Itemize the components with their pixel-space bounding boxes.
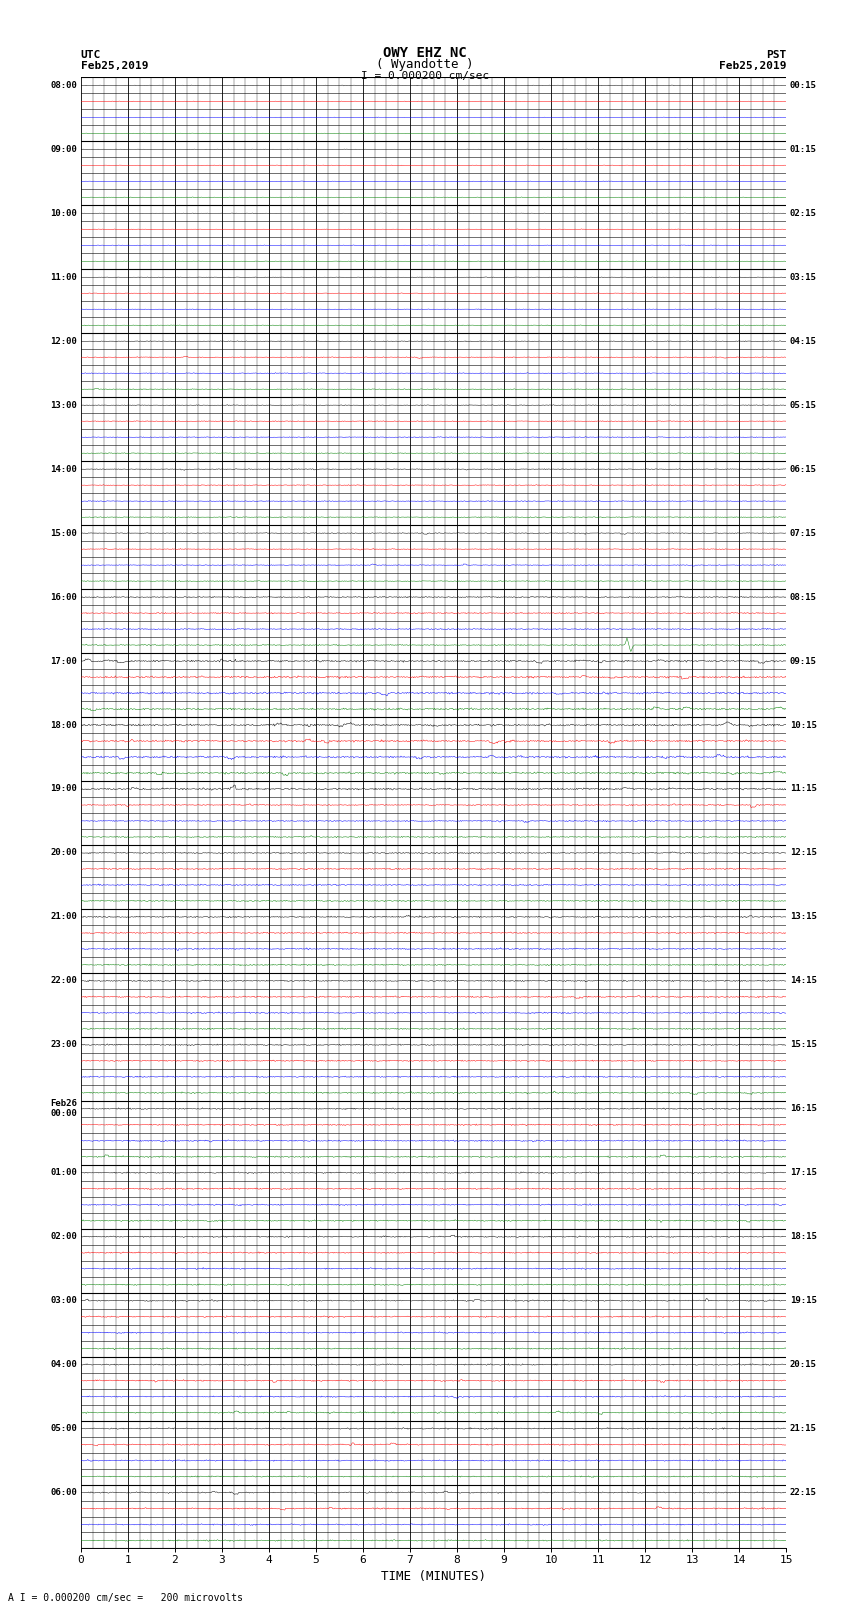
Text: 12:00: 12:00	[50, 337, 77, 345]
Text: 18:15: 18:15	[790, 1232, 817, 1240]
Text: A I = 0.000200 cm/sec =   200 microvolts: A I = 0.000200 cm/sec = 200 microvolts	[8, 1594, 243, 1603]
Text: 15:00: 15:00	[50, 529, 77, 537]
Text: 09:15: 09:15	[790, 656, 817, 666]
Text: 20:15: 20:15	[790, 1360, 817, 1369]
Text: 14:15: 14:15	[790, 976, 817, 986]
Text: 16:00: 16:00	[50, 592, 77, 602]
Text: 01:00: 01:00	[50, 1168, 77, 1177]
Text: OWY EHZ NC: OWY EHZ NC	[383, 45, 467, 60]
Text: 00:15: 00:15	[790, 81, 817, 90]
Text: 01:15: 01:15	[790, 145, 817, 153]
Text: 14:00: 14:00	[50, 465, 77, 474]
Text: I = 0.000200 cm/sec: I = 0.000200 cm/sec	[361, 71, 489, 82]
Text: 05:15: 05:15	[790, 400, 817, 410]
Text: 07:15: 07:15	[790, 529, 817, 537]
Text: Feb25,2019: Feb25,2019	[719, 61, 786, 71]
Text: 09:00: 09:00	[50, 145, 77, 153]
Text: Feb26
00:00: Feb26 00:00	[50, 1098, 77, 1118]
Text: 11:15: 11:15	[790, 784, 817, 794]
Text: 04:15: 04:15	[790, 337, 817, 345]
Text: 08:00: 08:00	[50, 81, 77, 90]
Text: 17:00: 17:00	[50, 656, 77, 666]
Text: UTC: UTC	[81, 50, 101, 60]
Text: 04:00: 04:00	[50, 1360, 77, 1369]
Text: Feb25,2019: Feb25,2019	[81, 61, 148, 71]
Text: 06:00: 06:00	[50, 1489, 77, 1497]
Text: 19:15: 19:15	[790, 1297, 817, 1305]
X-axis label: TIME (MINUTES): TIME (MINUTES)	[381, 1569, 486, 1582]
Text: 13:15: 13:15	[790, 913, 817, 921]
Text: 03:15: 03:15	[790, 273, 817, 282]
Text: 21:00: 21:00	[50, 913, 77, 921]
Text: 12:15: 12:15	[790, 848, 817, 858]
Text: 06:15: 06:15	[790, 465, 817, 474]
Text: 11:00: 11:00	[50, 273, 77, 282]
Text: 20:00: 20:00	[50, 848, 77, 858]
Text: 08:15: 08:15	[790, 592, 817, 602]
Text: 22:00: 22:00	[50, 976, 77, 986]
Text: 13:00: 13:00	[50, 400, 77, 410]
Text: ( Wyandotte ): ( Wyandotte )	[377, 58, 473, 71]
Text: 03:00: 03:00	[50, 1297, 77, 1305]
Text: 18:00: 18:00	[50, 721, 77, 729]
Text: 21:15: 21:15	[790, 1424, 817, 1432]
Text: PST: PST	[766, 50, 786, 60]
Text: 02:15: 02:15	[790, 208, 817, 218]
Text: 15:15: 15:15	[790, 1040, 817, 1050]
Text: 10:00: 10:00	[50, 208, 77, 218]
Text: 05:00: 05:00	[50, 1424, 77, 1432]
Text: 23:00: 23:00	[50, 1040, 77, 1050]
Text: 22:15: 22:15	[790, 1489, 817, 1497]
Text: 17:15: 17:15	[790, 1168, 817, 1177]
Text: 16:15: 16:15	[790, 1105, 817, 1113]
Text: 19:00: 19:00	[50, 784, 77, 794]
Text: 10:15: 10:15	[790, 721, 817, 729]
Text: 02:00: 02:00	[50, 1232, 77, 1240]
